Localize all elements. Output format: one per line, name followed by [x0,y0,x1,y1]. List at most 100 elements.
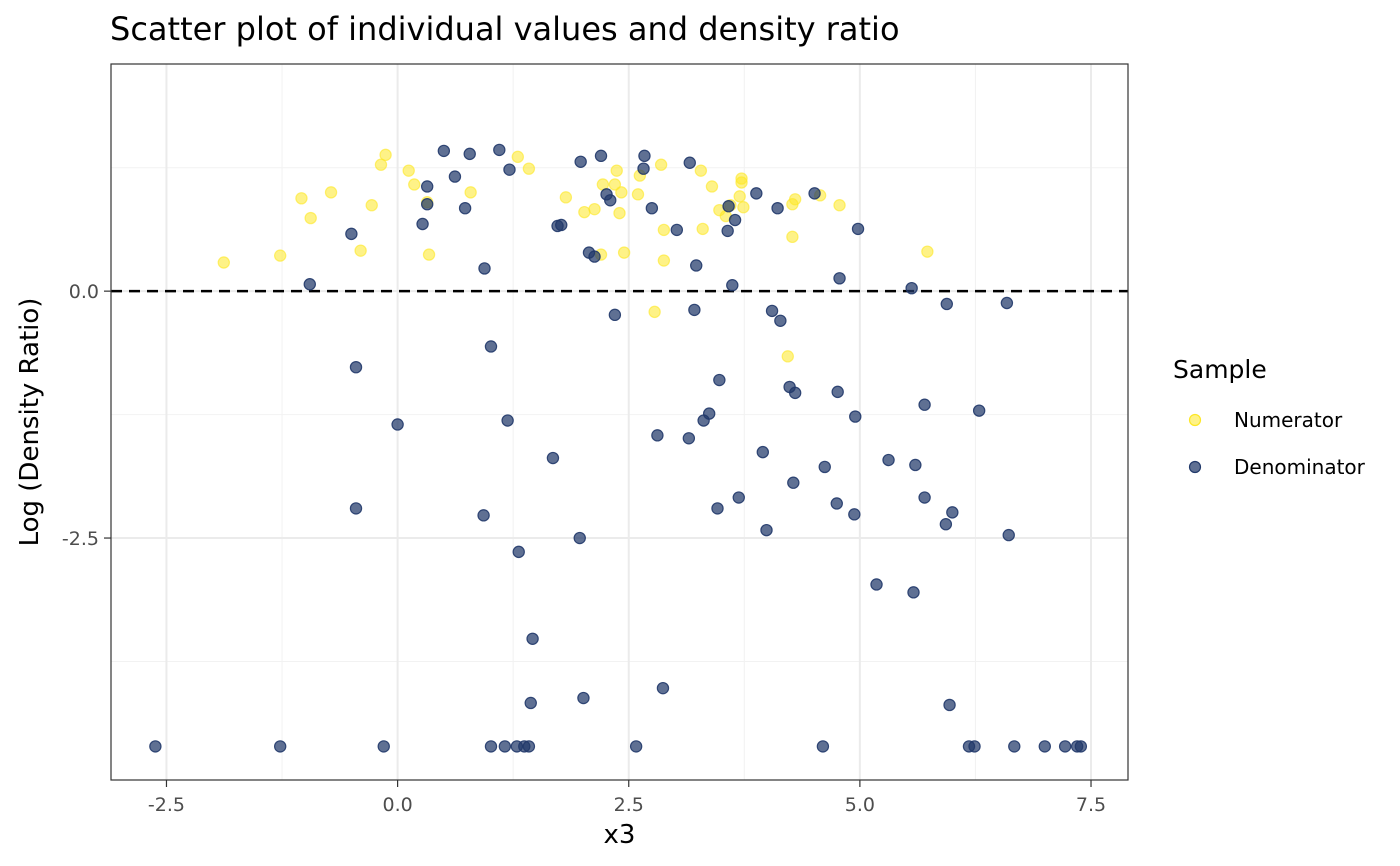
data-point [788,386,802,400]
legend-item-denominator: Denominator [1188,455,1366,479]
data-point [522,162,536,175]
data-point [726,279,739,292]
data-point [946,506,959,519]
x-tick-label: 2.5 [614,794,644,816]
data-point [921,245,934,258]
legend-label-numerator: Numerator [1234,408,1343,432]
y-axis-title: Log (Density Ratio) [15,298,45,547]
data-point [478,262,491,275]
data-point [737,200,750,214]
data-point [816,740,830,753]
data-point [604,194,617,207]
data-point [682,432,696,445]
data-point [918,491,931,504]
data-point [615,186,628,199]
data-point [711,502,724,515]
data-point [637,162,650,175]
data-point [512,545,525,559]
data-point [484,740,498,753]
data-point [608,308,622,322]
data-point [972,404,986,417]
data-point [848,508,861,521]
data-point [577,691,590,705]
data-point [765,304,779,318]
data-point [524,696,537,710]
legend-key-numerator [1188,413,1202,427]
data-point [756,445,770,459]
data-point [781,350,794,363]
data-point [833,199,846,212]
y-axis: 0.0 -2.5 [62,281,111,550]
data-point [522,740,536,753]
data-point [594,149,608,163]
data-point [918,398,931,411]
data-point [818,460,831,474]
data-points [149,143,1088,753]
data-point [304,211,317,225]
data-point [149,740,162,753]
data-point [574,155,587,168]
data-point [831,385,844,399]
data-point [422,248,436,261]
data-point [610,164,623,177]
data-point [683,156,696,169]
data-point [905,281,918,295]
data-point [651,429,664,442]
x-axis-title: x3 [604,820,636,850]
data-point [416,217,429,231]
legend-label-denominator: Denominator [1234,455,1366,479]
data-point [690,259,703,272]
data-point [735,172,748,185]
y-tick-label: -2.5 [62,528,99,550]
data-point [546,451,560,465]
data-point [464,186,477,199]
x-axis: -2.5 0.0 2.5 5.0 7.5 [148,780,1106,816]
data-point [728,213,742,227]
y-tick-label: 0.0 [69,281,99,303]
data-point [295,192,308,205]
x-tick-label: 7.5 [1076,794,1106,816]
data-point [391,418,404,431]
data-point [657,254,671,267]
data-point [273,740,287,753]
data-point [750,187,763,200]
x-tick-label: 5.0 [845,794,875,816]
data-point [1038,740,1051,753]
data-point [943,698,956,712]
data-point [608,178,622,191]
data-point [349,360,363,374]
data-point [830,497,843,510]
data-point [882,453,895,467]
data-point [588,250,601,263]
data-point [771,201,784,215]
data-point [851,222,865,236]
plot-panel [110,63,1129,781]
data-point [578,205,591,219]
data-point [458,201,472,215]
data-point [420,198,434,211]
legend-key-denominator [1188,460,1202,474]
data-point [503,163,516,176]
data-point [732,491,745,504]
data-point [657,223,671,237]
data-point [402,164,415,177]
data-point [613,206,626,220]
legend-title: Sample [1173,355,1267,384]
data-point [1074,740,1088,753]
data-point [907,586,920,599]
data-point [463,147,476,161]
data-point [786,230,799,244]
data-point [721,224,734,238]
data-point [354,244,367,257]
data-point [808,187,821,200]
data-point [1008,740,1021,753]
data-point [303,278,316,291]
data-point [656,681,670,695]
data-point [588,202,601,216]
data-point [638,149,651,163]
data-point [774,314,787,327]
data-point [408,178,421,191]
data-point [573,531,586,545]
data-point [688,303,701,317]
data-point [702,407,716,420]
